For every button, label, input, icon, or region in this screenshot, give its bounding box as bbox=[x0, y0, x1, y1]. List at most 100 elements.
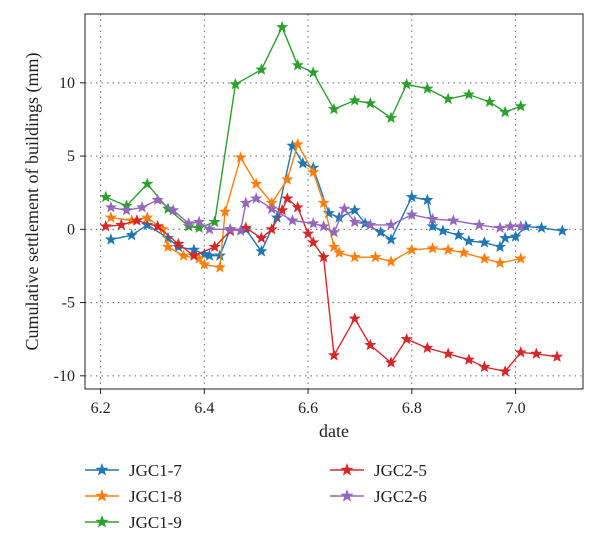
data-point-jgc1-8-17 bbox=[327, 240, 341, 253]
series-line-jgc2-5 bbox=[105, 197, 558, 373]
series-line-jgc1-9 bbox=[105, 26, 522, 229]
data-point-jgc1-9-7 bbox=[229, 77, 242, 90]
data-point-jgc2-6-8 bbox=[224, 222, 237, 235]
legend-item-jgc1-8: JGC1-8 bbox=[85, 487, 182, 506]
data-point-jgc2-6-9 bbox=[234, 224, 247, 236]
data-point-jgc2-6-25 bbox=[493, 221, 507, 234]
data-point-jgc1-7-0 bbox=[104, 233, 117, 245]
legend-label-jgc2-5: JGC2-5 bbox=[374, 461, 427, 480]
data-point-jgc1-8-8 bbox=[213, 261, 226, 273]
data-point-jgc1-9-13 bbox=[348, 94, 361, 106]
data-point-jgc1-9-9 bbox=[276, 20, 289, 33]
data-point-jgc2-6-15 bbox=[317, 220, 330, 232]
data-point-jgc2-5-18 bbox=[348, 312, 361, 324]
legend-swatch-marker-jgc1-8 bbox=[95, 489, 109, 502]
data-point-jgc1-8-2 bbox=[141, 211, 154, 223]
data-point-jgc1-8-16 bbox=[317, 196, 330, 209]
data-point-jgc1-9-18 bbox=[442, 92, 455, 105]
y-axis-label: Cumulative settlement of buildings (mm) bbox=[22, 53, 43, 351]
data-point-jgc2-5-11 bbox=[276, 203, 289, 216]
data-point-jgc1-8-4 bbox=[161, 240, 175, 253]
x-axis-label: date bbox=[319, 421, 349, 441]
data-point-jgc1-9-15 bbox=[385, 111, 398, 124]
data-point-jgc1-8-22 bbox=[405, 243, 418, 255]
data-point-jgc1-7-28 bbox=[478, 236, 491, 248]
data-point-jgc2-5-25 bbox=[478, 360, 491, 373]
data-point-jgc1-8-20 bbox=[369, 250, 382, 263]
data-point-jgc2-5-29 bbox=[551, 350, 564, 362]
data-point-jgc2-6-10 bbox=[239, 196, 252, 209]
data-point-jgc1-7-1 bbox=[125, 228, 138, 241]
data-point-jgc1-9-11 bbox=[307, 66, 320, 78]
data-point-jgc1-8-11 bbox=[250, 177, 263, 190]
data-point-jgc1-8-15 bbox=[307, 165, 320, 178]
legend-item-jgc2-6: JGC2-6 bbox=[330, 487, 427, 506]
legend-label-jgc1-9: JGC1-9 bbox=[129, 513, 182, 532]
data-point-jgc2-6-11 bbox=[250, 192, 263, 204]
series-jgc1-8 bbox=[104, 138, 527, 273]
data-point-jgc2-5-5 bbox=[187, 249, 200, 261]
data-point-jgc1-8-24 bbox=[442, 243, 455, 255]
data-point-jgc2-5-6 bbox=[208, 240, 221, 253]
series-jgc2-5 bbox=[99, 192, 564, 377]
data-point-jgc2-5-22 bbox=[421, 341, 434, 354]
data-point-jgc2-5-12 bbox=[281, 192, 294, 204]
data-point-jgc1-9-6 bbox=[208, 215, 221, 228]
data-point-jgc1-8-18 bbox=[333, 246, 346, 258]
data-point-jgc1-7-29 bbox=[493, 240, 507, 253]
y-tick-label-3: 5 bbox=[67, 148, 75, 165]
data-point-jgc1-9-2 bbox=[141, 177, 154, 190]
data-point-jgc1-7-11 bbox=[255, 244, 268, 257]
data-point-jgc1-7-23 bbox=[421, 193, 434, 206]
data-point-jgc2-6-13 bbox=[286, 214, 299, 226]
data-point-jgc1-8-10 bbox=[234, 151, 247, 163]
data-point-jgc1-8-25 bbox=[457, 246, 470, 258]
data-point-jgc1-7-24 bbox=[426, 220, 439, 232]
data-point-jgc2-6-21 bbox=[405, 208, 418, 220]
data-point-jgc2-5-3 bbox=[151, 220, 164, 232]
data-point-jgc2-5-20 bbox=[385, 356, 398, 368]
data-point-jgc2-5-9 bbox=[255, 231, 268, 244]
data-point-jgc1-8-28 bbox=[514, 252, 527, 264]
grid bbox=[85, 14, 583, 389]
y-tick-label-1: -5 bbox=[62, 295, 75, 312]
data-point-jgc2-6-23 bbox=[447, 214, 460, 226]
x-tick-label-1: 6.4 bbox=[194, 400, 214, 417]
data-point-jgc1-7-16 bbox=[322, 206, 335, 219]
data-point-jgc2-5-4 bbox=[172, 237, 185, 250]
data-point-jgc1-8-0 bbox=[104, 211, 117, 223]
data-point-jgc1-9-19 bbox=[462, 88, 475, 100]
x-tick-label-2: 6.6 bbox=[298, 400, 318, 417]
data-point-jgc1-7-3 bbox=[161, 231, 175, 244]
data-point-jgc1-7-26 bbox=[452, 228, 465, 241]
data-point-jgc1-7-20 bbox=[374, 225, 387, 238]
legend-item-jgc1-7: JGC1-7 bbox=[85, 461, 182, 480]
data-point-jgc2-6-5 bbox=[182, 217, 195, 229]
data-point-jgc1-8-5 bbox=[177, 249, 190, 261]
data-point-jgc2-5-2 bbox=[130, 214, 143, 226]
data-point-jgc1-7-2 bbox=[141, 218, 154, 231]
data-point-jgc1-7-34 bbox=[556, 224, 569, 236]
data-point-jgc2-5-1 bbox=[115, 218, 128, 231]
data-point-jgc2-6-7 bbox=[203, 222, 216, 235]
y-tick-label-4: 10 bbox=[59, 75, 75, 92]
data-point-jgc2-5-16 bbox=[317, 250, 330, 263]
data-point-jgc2-6-14 bbox=[307, 217, 320, 229]
data-point-jgc1-8-14 bbox=[291, 138, 304, 150]
data-point-jgc1-7-8 bbox=[213, 249, 226, 261]
data-point-jgc2-6-26 bbox=[504, 220, 517, 232]
data-point-jgc1-8-9 bbox=[219, 205, 232, 217]
data-point-jgc2-6-18 bbox=[348, 215, 361, 228]
y-tick-label-2: 0 bbox=[67, 221, 75, 238]
data-point-jgc2-5-14 bbox=[302, 227, 315, 239]
data-point-jgc2-5-21 bbox=[400, 332, 413, 345]
data-point-jgc1-7-30 bbox=[499, 231, 512, 244]
legend-label-jgc2-6: JGC2-6 bbox=[374, 487, 427, 506]
data-point-jgc2-5-24 bbox=[462, 353, 475, 365]
series-line-jgc1-8 bbox=[110, 143, 521, 269]
legend-label-jgc1-8: JGC1-8 bbox=[129, 487, 182, 506]
series-line-jgc2-6 bbox=[110, 197, 521, 234]
data-point-jgc2-6-4 bbox=[167, 203, 180, 216]
data-point-jgc1-7-18 bbox=[348, 203, 361, 216]
